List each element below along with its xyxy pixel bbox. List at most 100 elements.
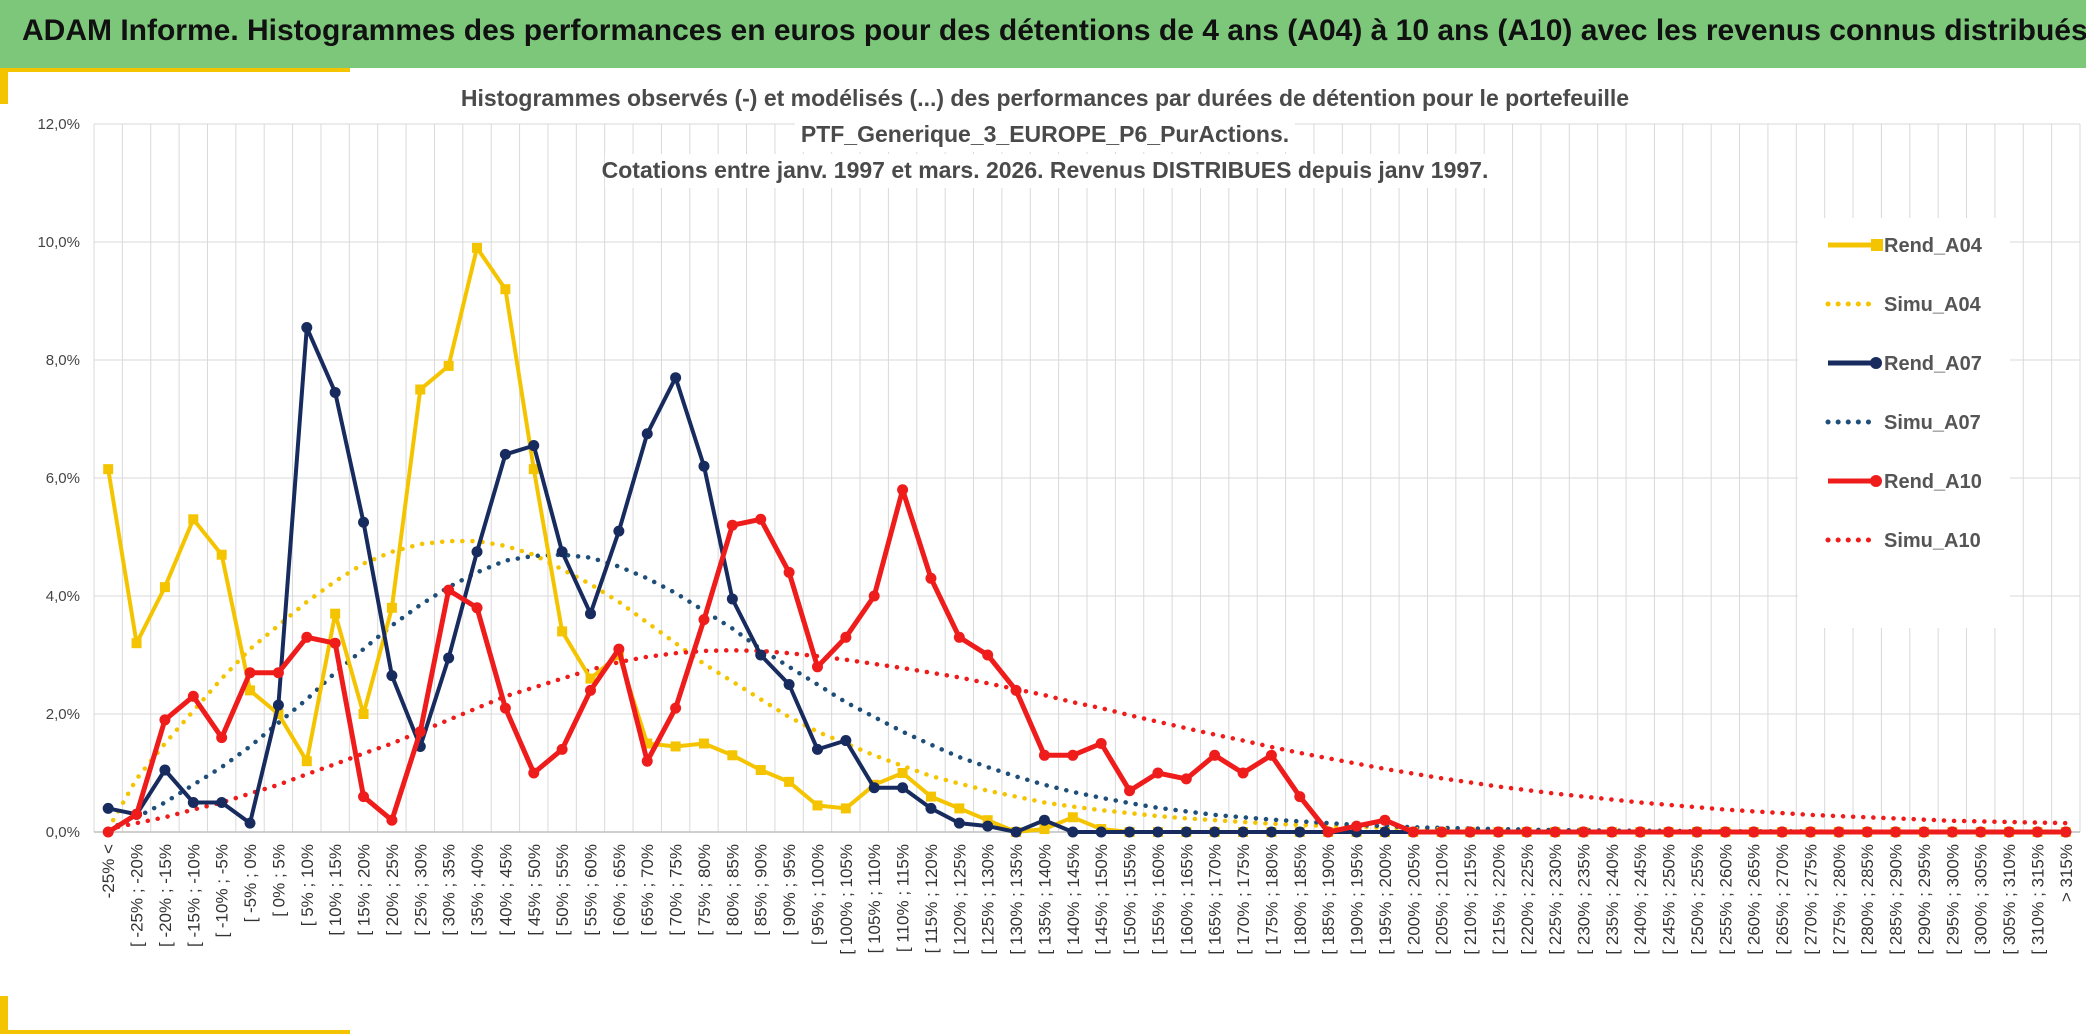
point-rend-a04 [386, 602, 397, 613]
point-rend-a10 [1804, 826, 1816, 838]
point-rend-a10 [1237, 767, 1249, 779]
x-tick-label: [ 25% ; 30% [411, 844, 430, 936]
legend-marker-rend-a10 [1870, 475, 1882, 487]
x-tick-label: [ 15% ; 20% [355, 844, 374, 936]
point-rend-a10 [783, 566, 795, 578]
point-rend-a10 [301, 631, 313, 643]
title-backdrop [795, 118, 1295, 152]
point-rend-a07 [471, 546, 483, 558]
performance-histogram-chart: 0,0% 2,0% 4,0% 6,0% 8,0% 10,0% 12,0% -25% < [ -… [37, 82, 2081, 955]
legend-label-rend-a04: Rend_A04 [1884, 235, 1983, 257]
title-backdrop [605, 154, 1485, 188]
x-tick-label: [ 75% ; 80% [695, 844, 714, 936]
point-rend-a04 [1067, 812, 1078, 823]
point-rend-a07 [1379, 826, 1391, 838]
point-rend-a10 [840, 631, 852, 643]
point-rend-a07 [1124, 826, 1136, 838]
x-tick-label: [ 100% ; 105% [837, 844, 856, 955]
x-tick-label: > 315% [2057, 844, 2076, 902]
point-rend-a10 [1152, 767, 1164, 779]
point-rend-a04 [925, 791, 936, 802]
point-rend-a07 [698, 460, 710, 472]
x-tick-label: [ 150% ; 155% [1121, 844, 1140, 955]
point-rend-a10 [1719, 826, 1731, 838]
y-tick-label: 8,0% [46, 352, 80, 369]
point-rend-a10 [1521, 826, 1533, 838]
header-banner: ADAM Informe. Histogrammes des performan… [0, 0, 2086, 68]
point-rend-a07 [216, 797, 228, 808]
point-rend-a10 [2031, 826, 2043, 838]
x-tick-label: [ 240% ; 245% [1631, 844, 1650, 955]
point-rend-a10 [641, 755, 653, 767]
x-tick-label: [ 95% ; 100% [808, 844, 827, 945]
point-rend-a04 [982, 815, 993, 826]
point-rend-a10 [1833, 826, 1845, 838]
point-rend-a04 [472, 242, 483, 253]
point-rend-a10 [1464, 826, 1476, 838]
x-tick-label: [ 210% ; 215% [1461, 844, 1480, 955]
point-rend-a04 [443, 360, 454, 371]
point-rend-a04 [727, 750, 738, 761]
x-tick-label: [ 70% ; 75% [667, 844, 686, 936]
point-rend-a10 [953, 631, 965, 643]
point-rend-a04 [188, 514, 199, 525]
point-rend-a07 [755, 649, 767, 661]
legend-label-simu-a10: Simu_A10 [1884, 530, 1981, 552]
point-rend-a10 [982, 649, 994, 661]
x-tick-label: [ 200% ; 205% [1404, 844, 1423, 955]
x-tick-label: [ -10% ; -5% [213, 844, 232, 938]
point-rend-a10 [1634, 826, 1646, 838]
point-rend-a07 [1095, 826, 1107, 838]
x-tick-label: [ 65% ; 70% [638, 844, 657, 936]
point-rend-a07 [868, 782, 880, 794]
x-tick-label: -25% < [99, 844, 118, 898]
x-tick-label: [ 20% ; 25% [383, 844, 402, 936]
x-tick-label: [ -15% ; -10% [184, 844, 203, 947]
point-rend-a07 [499, 448, 511, 460]
point-rend-a10 [868, 590, 880, 602]
point-rend-a10 [244, 667, 256, 679]
point-rend-a10 [613, 643, 625, 655]
x-tick-label: [ 225% ; 230% [1546, 844, 1565, 955]
point-rend-a10 [811, 661, 823, 673]
point-rend-a07 [1038, 814, 1050, 826]
x-tick-label: [ 275% ; 280% [1830, 844, 1849, 955]
x-tick-label: [ 120% ; 125% [950, 844, 969, 955]
legend-marker-rend-a04 [1871, 239, 1883, 251]
point-rend-a10 [1067, 749, 1079, 761]
chart-title: Histogrammes observés (-) et modélisés (… [445, 82, 1645, 188]
y-tick-label: 12,0% [37, 116, 80, 133]
x-tick-label: [ 140% ; 145% [1064, 844, 1083, 955]
legend-marker-rend-a07 [1870, 357, 1882, 369]
point-rend-a04 [1039, 824, 1050, 835]
point-rend-a07 [187, 797, 199, 808]
point-rend-a07 [1237, 826, 1249, 838]
point-rend-a10 [159, 714, 171, 726]
point-rend-a04 [557, 626, 568, 637]
x-tick-label: [ 300% ; 305% [1972, 844, 1991, 955]
x-tick-label: [ 160% ; 165% [1177, 844, 1196, 955]
point-rend-a10 [443, 584, 455, 596]
point-rend-a10 [726, 519, 738, 531]
x-tick-label: [ 105% ; 110% [865, 844, 884, 953]
x-tick-label: [ 260% ; 265% [1745, 844, 1764, 955]
legend-label-simu-a07: Simu_A07 [1884, 412, 1981, 434]
point-rend-a07 [102, 802, 114, 814]
x-tick-label: [ 55% ; 60% [582, 844, 601, 936]
point-rend-a10 [556, 743, 568, 755]
point-rend-a10 [925, 572, 937, 584]
x-tick-label: [ 130% ; 135% [1007, 844, 1026, 955]
point-rend-a07 [613, 525, 625, 537]
x-tick-label: [ 35% ; 40% [468, 844, 487, 936]
grid-lines [93, 123, 2081, 833]
x-tick-label: [ 170% ; 175% [1234, 844, 1253, 955]
point-rend-a07 [358, 516, 370, 528]
x-tick-label: [ 125% ; 130% [979, 844, 998, 955]
point-rend-a10 [1351, 820, 1363, 832]
point-rend-a10 [1918, 826, 1930, 838]
point-rend-a07 [840, 735, 852, 747]
point-rend-a04 [415, 384, 426, 395]
x-tick-label: [ 285% ; 290% [1887, 844, 1906, 955]
point-rend-a10 [1265, 749, 1277, 761]
x-tick-label: [ -5% ; 0% [241, 844, 260, 922]
